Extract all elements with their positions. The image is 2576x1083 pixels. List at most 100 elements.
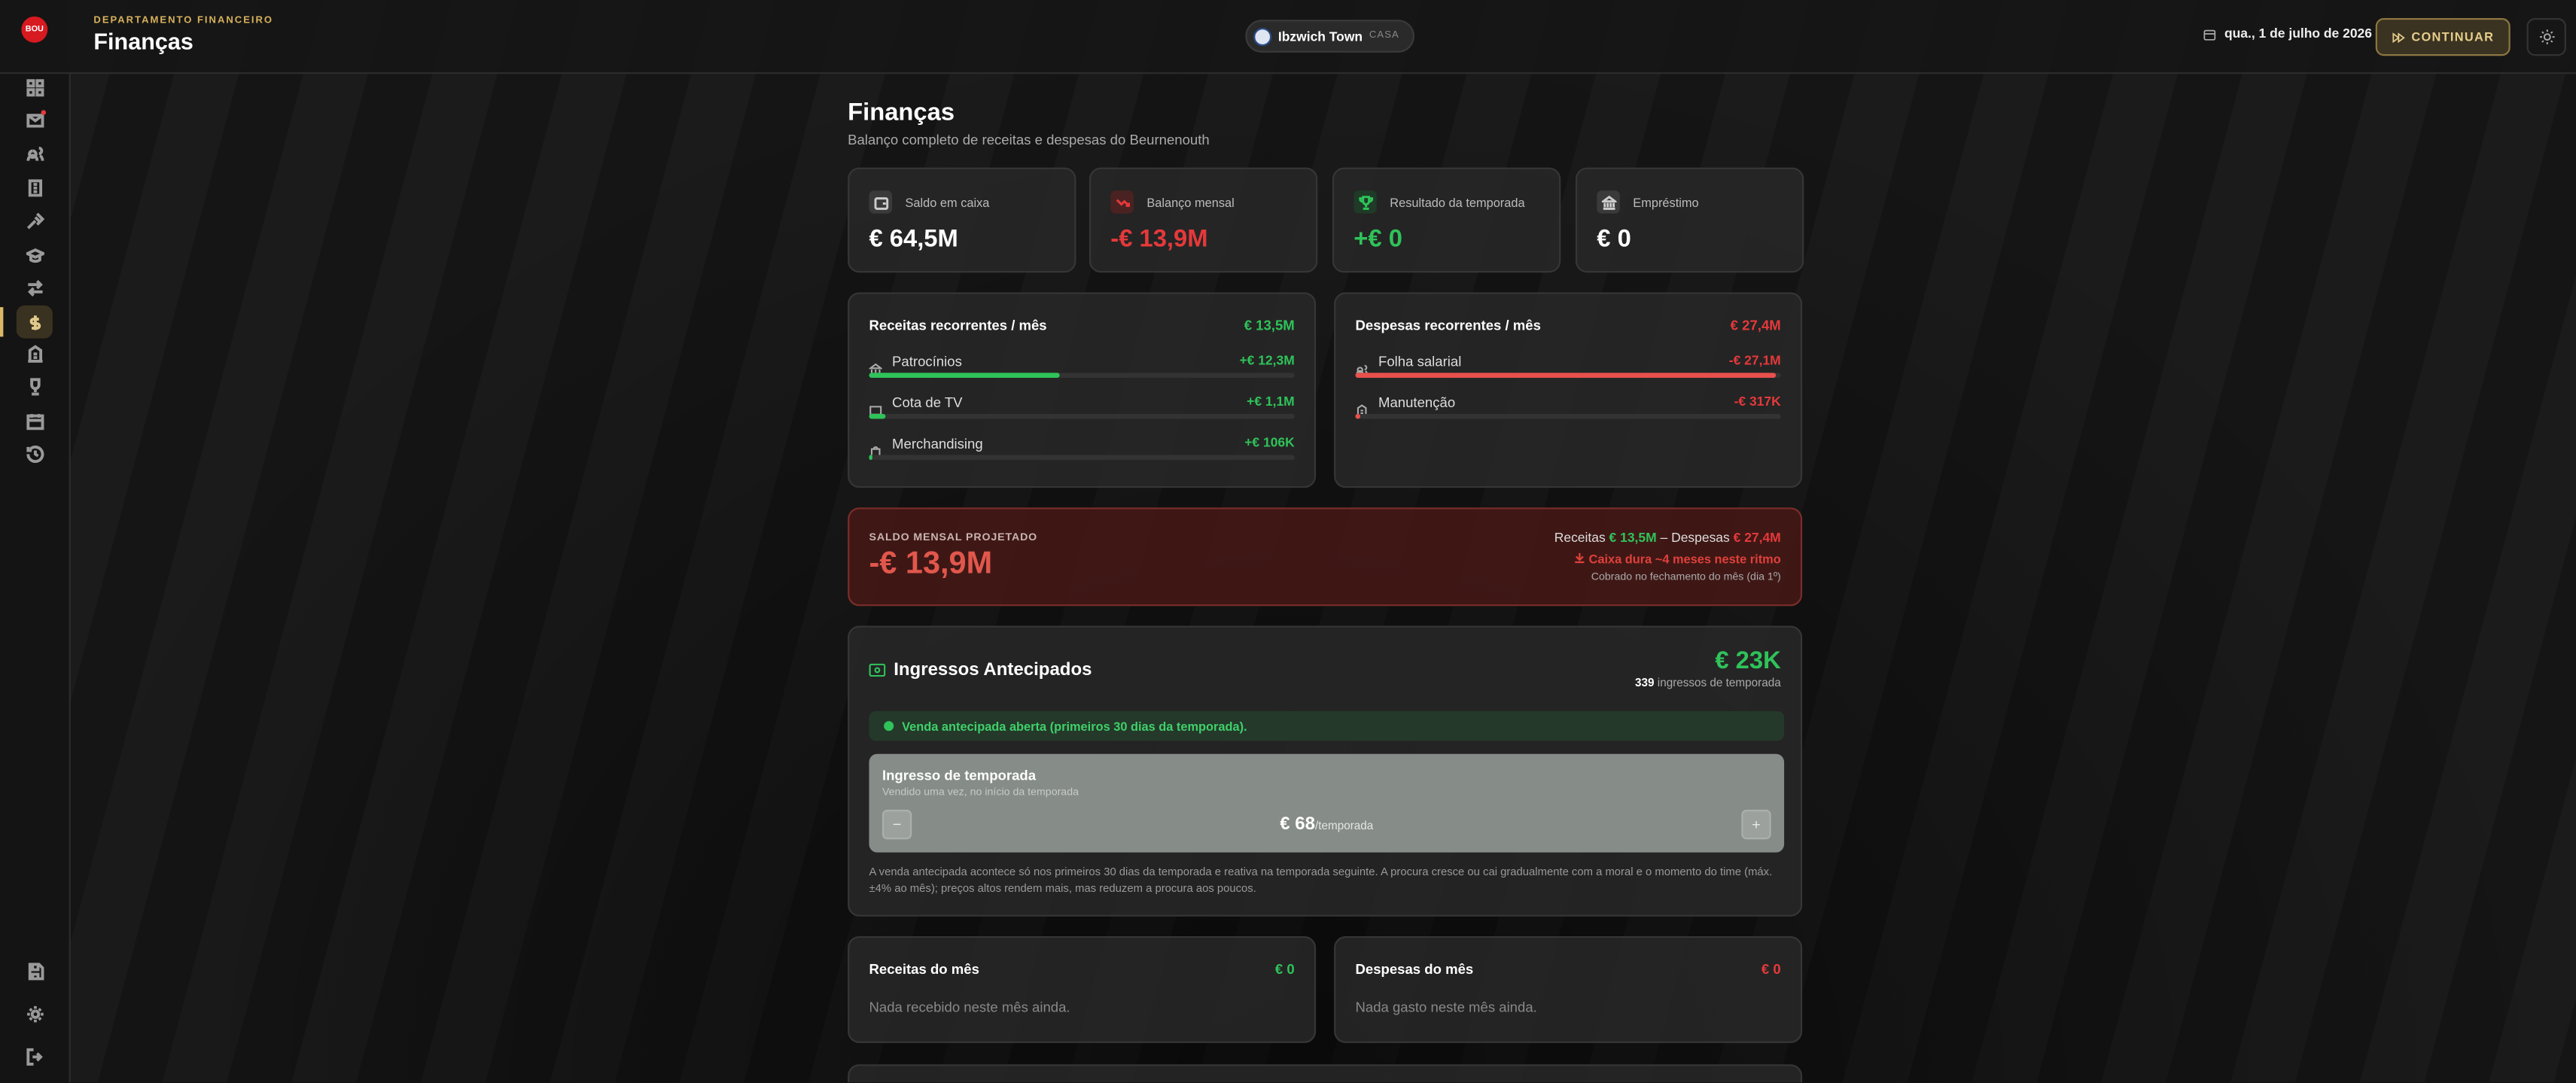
theme-toggle[interactable] <box>2526 18 2566 56</box>
ticket-type: Ingresso de temporada <box>882 767 1037 784</box>
stat-value: € 64,5M <box>869 224 958 254</box>
bar <box>1355 373 1777 378</box>
nav-icon <box>26 145 44 160</box>
item-label: Manutenção <box>1378 394 1456 411</box>
nav-item[interactable] <box>21 440 47 467</box>
nav-icon <box>26 78 44 96</box>
stat-value: € 0 <box>1597 224 1631 254</box>
line-item: Folha salarial -€ 27,1M <box>1355 353 1781 382</box>
notice-text: Venda antecipada aberta (primeiros 30 di… <box>902 718 1247 734</box>
panel-title: Despesas do mês <box>1355 960 1474 978</box>
line-item: Manutenção -€ 317K <box>1355 394 1781 424</box>
panel-total: € 27,4M <box>1730 317 1781 334</box>
nav-item[interactable] <box>21 340 47 367</box>
item-label: Patrocínios <box>892 353 962 370</box>
nav-icon <box>27 178 41 196</box>
nav-icon <box>26 1047 42 1065</box>
continue-button[interactable]: CONTINUAR <box>2375 18 2511 56</box>
warning: Caixa dura ~4 meses neste ritmo <box>1574 552 1781 567</box>
ticket-panel: Ingressos Antecipados € 23K 339 ingresso… <box>848 625 1803 917</box>
continue-label: CONTINUAR <box>2411 29 2495 44</box>
bar <box>869 413 887 419</box>
line-item: Cota de TV +€ 1,1M <box>869 394 1295 424</box>
ticket-count: 339 ingressos de temporada <box>1635 678 1781 689</box>
count-label: ingressos de temporada <box>1657 678 1781 690</box>
panel-title: Receitas do mês <box>869 960 979 978</box>
page-title: Finanças <box>848 98 955 127</box>
unread-dot <box>41 110 47 115</box>
nav-icon <box>29 377 40 395</box>
sun-icon <box>2538 29 2554 44</box>
projected-label: SALDO MENSAL PROJETADO <box>869 532 1038 544</box>
stat-value: -€ 13,9M <box>1110 224 1208 254</box>
club-name: Ibzwich Town <box>1277 29 1363 44</box>
item-amount: +€ 12,3M <box>1239 353 1295 368</box>
bar-track <box>1355 413 1781 419</box>
nav-item[interactable] <box>21 242 47 268</box>
item-label: Merchandising <box>892 435 983 452</box>
price-unit: /temporada <box>1315 821 1374 833</box>
nav-icon <box>26 413 44 430</box>
price: € 68 <box>1280 814 1316 835</box>
item-icon <box>869 396 882 417</box>
line-item: Merchandising +€ 106K <box>869 435 1295 464</box>
nav-item[interactable] <box>16 305 53 339</box>
header-title: Finanças <box>93 28 193 55</box>
header-kicker: DEPARTAMENTO FINANCEIRO <box>93 16 274 26</box>
panel-title: Receitas recorrentes / mês <box>869 317 1047 334</box>
nav-icon <box>29 315 41 330</box>
active-indicator <box>0 307 4 337</box>
stat-label: Saldo em caixa <box>905 195 990 211</box>
stat-icon <box>1597 190 1620 214</box>
item-amount: +€ 1,1M <box>1247 394 1295 409</box>
empty-state: Nada recebido neste mês ainda. <box>869 998 1070 1015</box>
ticket-subtitle: Vendido uma vez, no início da temporada <box>882 786 1079 799</box>
nav-item[interactable] <box>21 207 47 233</box>
status-dot <box>884 721 894 732</box>
projected-value: -€ 13,9M <box>869 546 993 582</box>
nav-icon <box>27 344 42 362</box>
bar-track <box>869 373 1295 378</box>
bar-track <box>869 455 1295 461</box>
nav-icon <box>26 113 44 127</box>
nav-item[interactable] <box>21 373 47 399</box>
summary-expenses: € 27,4M <box>1733 530 1781 546</box>
nav-item[interactable] <box>21 1000 47 1027</box>
projected-note: Cobrado no fechamento do mês (dia 1º) <box>1591 571 1781 583</box>
recurring-income: Receitas recorrentes / mês € 13,5M Patrocí… <box>848 292 1317 488</box>
stat-icon <box>869 190 893 214</box>
sale-notice: Venda antecipada aberta (primeiros 30 di… <box>869 710 1785 741</box>
stat-card: Resultado da temporada +€ 0 <box>1332 167 1561 273</box>
nav-item[interactable] <box>21 140 47 166</box>
club-logo[interactable]: BOU <box>21 16 48 43</box>
bar <box>869 455 872 461</box>
nav-icon <box>26 444 44 462</box>
stat-icon <box>1110 190 1134 214</box>
nav-item[interactable] <box>21 1043 47 1069</box>
ticket-box: Ingresso de temporada Vendido uma vez, n… <box>869 753 1785 853</box>
club-pill[interactable]: Ibzwich Town CASA <box>1245 20 1415 53</box>
nav-item[interactable] <box>21 174 47 200</box>
download-icon <box>1575 552 1585 564</box>
item-icon <box>1355 354 1369 376</box>
nav-item[interactable] <box>21 957 47 984</box>
nav-icon <box>26 1005 43 1022</box>
decrease-button[interactable]: − <box>882 809 912 840</box>
bar <box>869 373 1061 378</box>
stat-label: Balanço mensal <box>1146 195 1235 211</box>
summary-income: € 13,5M <box>1609 530 1657 546</box>
summary-separator: – <box>1660 530 1668 546</box>
bar-track <box>1355 373 1781 378</box>
date-text: qua., 1 de julho de 2026 <box>2224 26 2372 41</box>
item-glyph <box>868 363 884 376</box>
nav-item[interactable] <box>21 274 47 300</box>
recurring-expenses: Despesas recorrentes / mês € 27,4M Folha s… <box>1334 292 1803 488</box>
increase-button[interactable]: + <box>1741 809 1771 840</box>
nav-item[interactable] <box>21 107 47 133</box>
nav-item[interactable] <box>21 74 47 100</box>
item-amount: +€ 106K <box>1244 435 1295 450</box>
nav-icon <box>27 962 44 980</box>
nav-item[interactable] <box>21 407 47 434</box>
panel-total: € 13,5M <box>1244 317 1295 334</box>
